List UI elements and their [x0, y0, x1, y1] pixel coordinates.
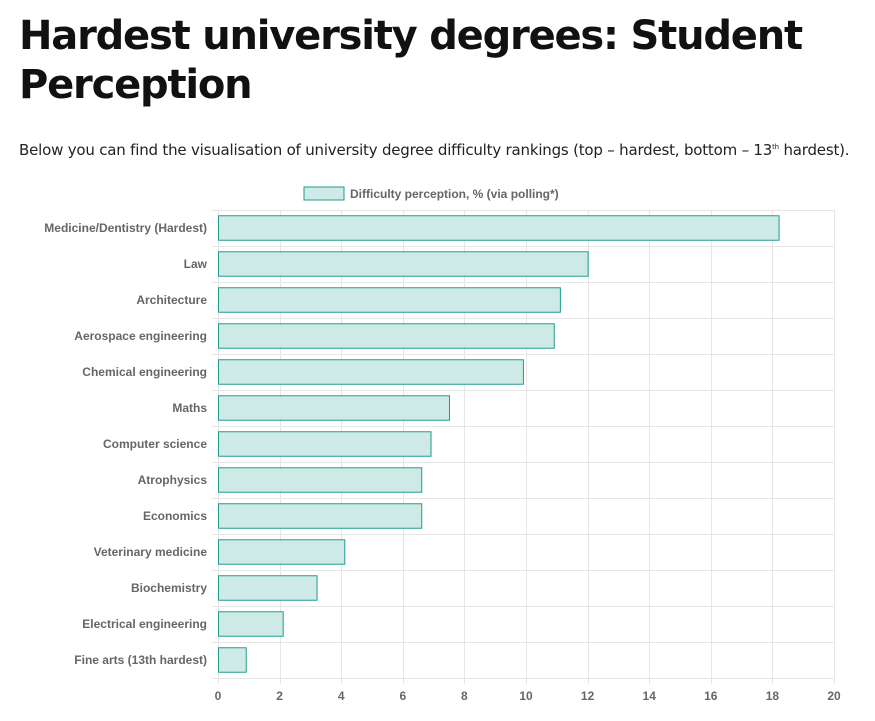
category-label: Electrical engineering: [82, 617, 207, 631]
legend-swatch: [303, 186, 345, 201]
category-label: Economics: [143, 509, 207, 523]
x-tick-label: 8: [461, 689, 468, 703]
bar: [218, 503, 423, 529]
x-tick-label: 4: [338, 689, 345, 703]
bar: [218, 395, 450, 421]
bar: [218, 467, 423, 493]
category-label: Medicine/Dentistry (Hardest): [44, 221, 207, 235]
x-tick-label: 0: [215, 689, 222, 703]
intro-text: Below you can find the visualisation of …: [19, 141, 773, 159]
x-tick-label: 16: [704, 689, 718, 703]
bar: [218, 323, 555, 349]
x-tick-label: 14: [643, 689, 657, 703]
category-label: Architecture: [136, 293, 207, 307]
x-tick-label: 12: [581, 689, 595, 703]
bar: [218, 287, 561, 313]
intro-tail: hardest).: [778, 141, 850, 159]
page-title: Hardest university degrees: Student Perc…: [19, 13, 803, 108]
bar: [218, 251, 589, 277]
bar: [218, 215, 780, 241]
category-label: Chemical engineering: [82, 365, 207, 379]
bar: [218, 431, 432, 457]
category-label: Maths: [172, 401, 207, 415]
category-label: Veterinary medicine: [94, 545, 208, 559]
category-label: Law: [184, 257, 208, 271]
x-tick-label: 10: [519, 689, 533, 703]
bar: [218, 539, 346, 565]
bar: [218, 647, 247, 673]
category-label: Computer science: [103, 437, 207, 451]
category-label: Biochemistry: [131, 581, 207, 595]
bar-chart: Difficulty perception, % (via polling*) 0…: [44, 186, 841, 703]
bar: [218, 611, 284, 637]
bar: [218, 359, 524, 385]
x-tick-label: 20: [827, 689, 841, 703]
category-label: Aerospace engineering: [74, 329, 207, 343]
intro-superscript: th: [772, 143, 779, 151]
bar: [218, 575, 318, 601]
legend-label: Difficulty perception, % (via polling*): [350, 187, 559, 201]
intro-paragraph: Below you can find the visualisation of …: [19, 137, 869, 160]
category-label: Fine arts (13th hardest): [74, 653, 207, 667]
x-tick-label: 6: [399, 689, 406, 703]
x-tick-label: 18: [766, 689, 780, 703]
category-label: Atrophysics: [138, 473, 208, 487]
x-tick-label: 2: [276, 689, 283, 703]
